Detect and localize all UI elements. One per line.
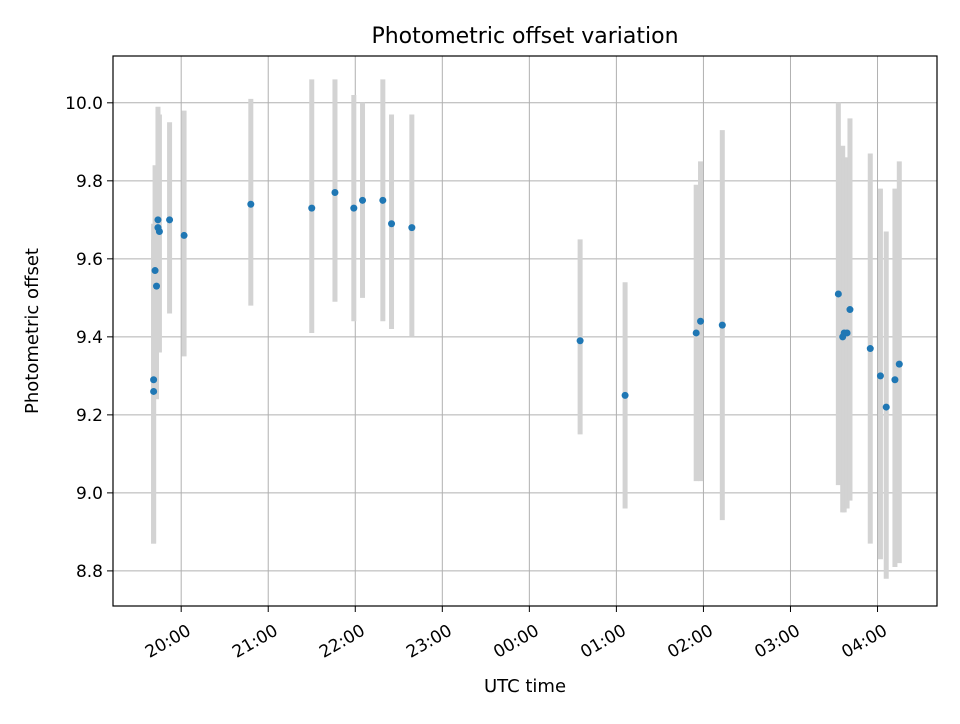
data-point [876, 372, 884, 380]
data-points [150, 189, 903, 411]
x-tick-label: 02:00 [664, 621, 716, 663]
data-point [350, 204, 358, 212]
axis-ticks: 20:00 21:00 22:00 23:00 00:00 01:00 02:00 03:00… [65, 94, 891, 663]
data-point [150, 387, 158, 395]
y-tick-label: 10.0 [65, 94, 103, 114]
x-tick-label: 23:00 [403, 621, 455, 663]
data-point [846, 306, 854, 314]
data-point [155, 228, 163, 236]
y-tick-label: 9.6 [76, 250, 103, 270]
data-point [150, 376, 158, 384]
x-tick-label: 01:00 [577, 621, 629, 663]
x-axis-label: UTC time [484, 676, 566, 697]
data-point [308, 204, 316, 212]
plot-frame [112, 55, 938, 607]
grid-lines [113, 56, 937, 606]
data-point [834, 290, 842, 298]
data-point [882, 403, 890, 411]
data-point [692, 329, 700, 337]
data-point [895, 360, 903, 368]
data-point [153, 282, 161, 290]
y-axis-label: Photometric offset [22, 248, 43, 414]
data-point [718, 321, 726, 329]
data-point [408, 224, 416, 232]
x-tick-label: 21:00 [229, 621, 281, 663]
data-point [388, 220, 396, 228]
data-point [576, 337, 584, 345]
data-point [891, 376, 899, 384]
data-point [331, 189, 339, 197]
y-tick-label: 9.2 [76, 406, 103, 426]
x-tick-label: 20:00 [142, 621, 194, 663]
data-point [621, 391, 629, 399]
x-tick-label: 00:00 [490, 621, 542, 663]
data-point [166, 216, 174, 224]
data-point [154, 216, 162, 224]
data-point [843, 329, 851, 337]
data-point [151, 267, 159, 275]
x-tick-label: 03:00 [751, 621, 803, 663]
data-point [180, 231, 188, 239]
data-point [247, 200, 255, 208]
data-point [379, 196, 387, 204]
chart-title: Photometric offset variation [371, 24, 678, 49]
data-point [866, 345, 874, 353]
x-tick-label: 22:00 [316, 621, 368, 663]
y-tick-label: 9.4 [76, 328, 103, 348]
y-tick-label: 8.8 [76, 562, 103, 582]
error-bars [151, 79, 902, 579]
y-tick-label: 9.0 [76, 484, 103, 504]
data-point [359, 196, 367, 204]
y-tick-label: 9.8 [76, 172, 103, 192]
x-tick-label: 04:00 [838, 621, 890, 663]
data-point [697, 317, 705, 325]
